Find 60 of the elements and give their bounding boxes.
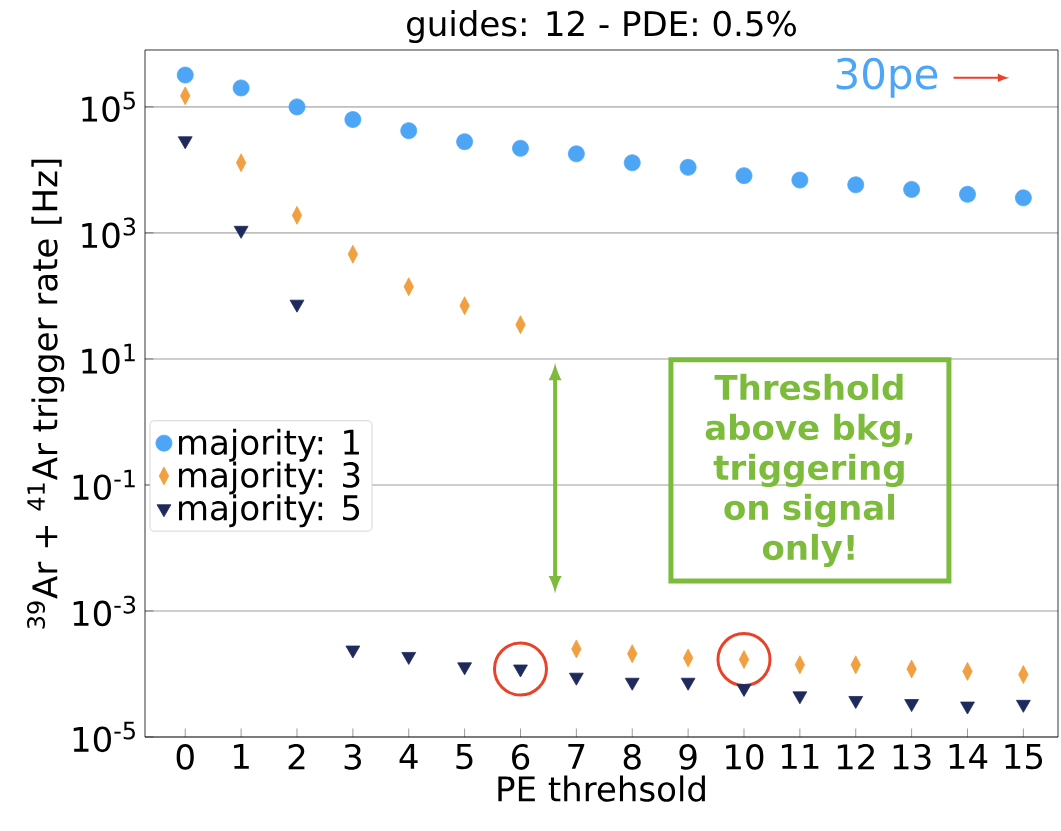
- point: [456, 133, 474, 151]
- x-tick-label: 10: [726, 744, 764, 770]
- x-tick-label: 1: [234, 744, 249, 769]
- point: [847, 176, 865, 194]
- x-tick-label: 2: [288, 744, 305, 770]
- legend-label: majority: 5: [179, 494, 360, 528]
- y-axis-title: $^{39}$Ar + $^{41}$Ar trigger rate [Hz]: [27, 159, 65, 629]
- y-tick-label: 10$^{3}$: [82, 217, 136, 249]
- x-tick-label: 12: [837, 744, 874, 770]
- point: [959, 185, 976, 203]
- x-tick-label: 15: [1005, 744, 1043, 770]
- point: [232, 79, 250, 97]
- point: [567, 145, 585, 163]
- x-tick-label: 0: [176, 744, 194, 770]
- x-tick-label: 5: [456, 744, 473, 770]
- point: [960, 701, 975, 715]
- annotation: Threshold above bkg, triggering on signal only!: [705, 373, 913, 568]
- x-axis-title: PE threhsold: [498, 775, 705, 802]
- point: [903, 181, 921, 198]
- point: [735, 167, 753, 185]
- point: [1016, 699, 1031, 713]
- point: [624, 677, 640, 691]
- x-tick-label: 14: [949, 744, 988, 769]
- x-tick-label: 7: [568, 744, 585, 769]
- point: [904, 699, 919, 712]
- point: [679, 158, 697, 176]
- chart-title: guides: 12 - PDE: 0.5%: [407, 10, 796, 43]
- x-tick-label: 9: [679, 744, 697, 770]
- x-tick-label: 6: [512, 744, 530, 770]
- point: [569, 672, 584, 686]
- point: [680, 677, 696, 691]
- point: [289, 299, 305, 313]
- x-tick-label: 13: [893, 744, 931, 770]
- point: [457, 662, 472, 676]
- point: [736, 684, 752, 697]
- x-tick-label: 3: [344, 744, 361, 770]
- annotation: 30pe: [836, 57, 938, 98]
- legend-label: majority: 1: [179, 428, 359, 462]
- y-tick-label: 10$^{-1}$: [73, 469, 135, 501]
- y-tick-label: 10$^{-3}$: [73, 595, 136, 627]
- y-tick-label: 10$^{-5}$: [73, 721, 135, 753]
- y-tick-label: 10$^{1}$: [82, 343, 135, 375]
- point: [623, 154, 641, 172]
- point: [345, 645, 361, 659]
- point: [791, 171, 809, 189]
- point: [792, 691, 808, 705]
- point: [233, 225, 249, 239]
- point: [176, 66, 194, 84]
- x-tick-label: 11: [781, 744, 819, 769]
- point: [401, 652, 417, 665]
- point: [288, 98, 306, 116]
- point: [1014, 189, 1032, 207]
- y-tick-label: 10$^{5}$: [82, 91, 135, 123]
- point: [344, 111, 362, 128]
- point: [400, 122, 418, 140]
- legend-label: majority: 3: [179, 461, 360, 495]
- x-tick-label: 4: [399, 744, 418, 769]
- point: [848, 696, 864, 709]
- x-tick-label: 8: [623, 744, 641, 770]
- point: [512, 139, 529, 157]
